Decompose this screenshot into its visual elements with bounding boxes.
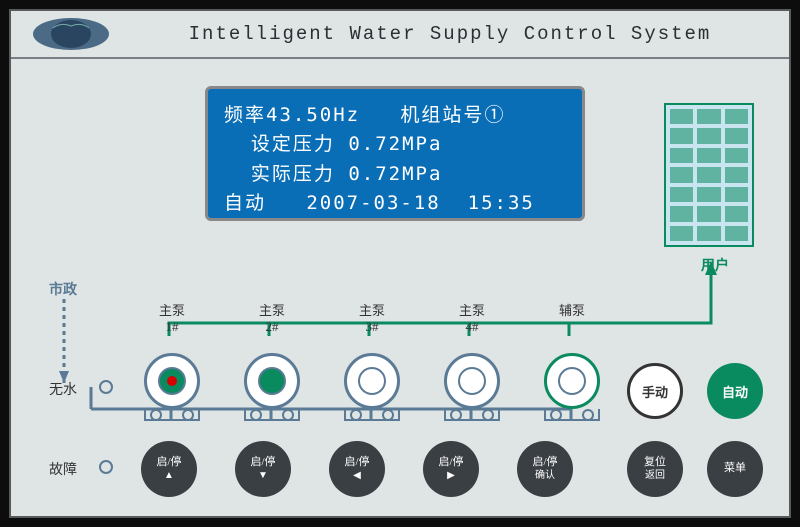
menu-button[interactable]: 菜单 [707, 441, 763, 497]
pump-start-stop-button-5[interactable]: 启/停确认 [517, 441, 573, 497]
header: Intelligent Water Supply Control System [11, 11, 789, 59]
lcd-line3: 实际压力 0.72MPa [224, 160, 566, 189]
lower-buttons: 复位返回菜单 [627, 441, 763, 497]
pump-label: 主泵2# [241, 303, 303, 333]
manual-button[interactable]: 手动 [627, 363, 683, 419]
pump-start-stop-button-4[interactable]: 启/停▶ [423, 441, 479, 497]
auto-button[interactable]: 自动 [707, 363, 763, 419]
lcd-line2: 设定压力 0.72MPa [224, 130, 566, 159]
lcd-display: 频率43.50Hz 机组站号① 设定压力 0.72MPa 实际压力 0.72MP… [205, 86, 585, 221]
system-title: Intelligent Water Supply Control System [111, 23, 789, 45]
city-label: 市政 [49, 279, 77, 299]
logo-icon [31, 16, 111, 52]
fault-label: 故障 [49, 459, 77, 479]
pump-start-stop-button-2[interactable]: 启/停▼ [235, 441, 291, 497]
control-panel: Intelligent Water Supply Control System … [9, 9, 791, 518]
nowater-label: 无水 [49, 379, 77, 399]
pump-1: 主泵1# [141, 303, 203, 421]
pump-indicator [544, 353, 600, 409]
user-label: 用户 [701, 255, 729, 275]
mode-buttons: 手动 自动 [627, 363, 763, 419]
pump-button-row: 启/停▲ 启/停▼ 启/停◀ 启/停▶ 启/停确认 [141, 441, 573, 497]
reset-return-button[interactable]: 复位返回 [627, 441, 683, 497]
pump-indicator [244, 353, 300, 409]
pump-base-icon [244, 409, 300, 421]
pump-base-icon [544, 409, 600, 421]
pump-label: 主泵3# [341, 303, 403, 333]
pump-base-icon [344, 409, 400, 421]
pump-base-icon [444, 409, 500, 421]
pump-indicator [344, 353, 400, 409]
pump-label: 辅泵 [541, 303, 603, 333]
pump-label: 主泵4# [441, 303, 503, 333]
pump-start-stop-button-3[interactable]: 启/停◀ [329, 441, 385, 497]
pump-label: 主泵1# [141, 303, 203, 333]
pump-indicator [444, 353, 500, 409]
pump-base-icon [144, 409, 200, 421]
pump-row: 主泵1# 主泵2# 主泵3# 主泵4# 辅泵 [141, 303, 603, 421]
pump-4: 主泵4# [441, 303, 503, 421]
pump-5: 辅泵 [541, 303, 603, 421]
pump-2: 主泵2# [241, 303, 303, 421]
lcd-line4: 自动 2007-03-18 15:35 [224, 189, 566, 218]
pump-start-stop-button-1[interactable]: 启/停▲ [141, 441, 197, 497]
pump-3: 主泵3# [341, 303, 403, 421]
lcd-line1: 频率43.50Hz 机组站号① [224, 101, 566, 130]
pump-indicator [144, 353, 200, 409]
building-icon [664, 103, 754, 247]
